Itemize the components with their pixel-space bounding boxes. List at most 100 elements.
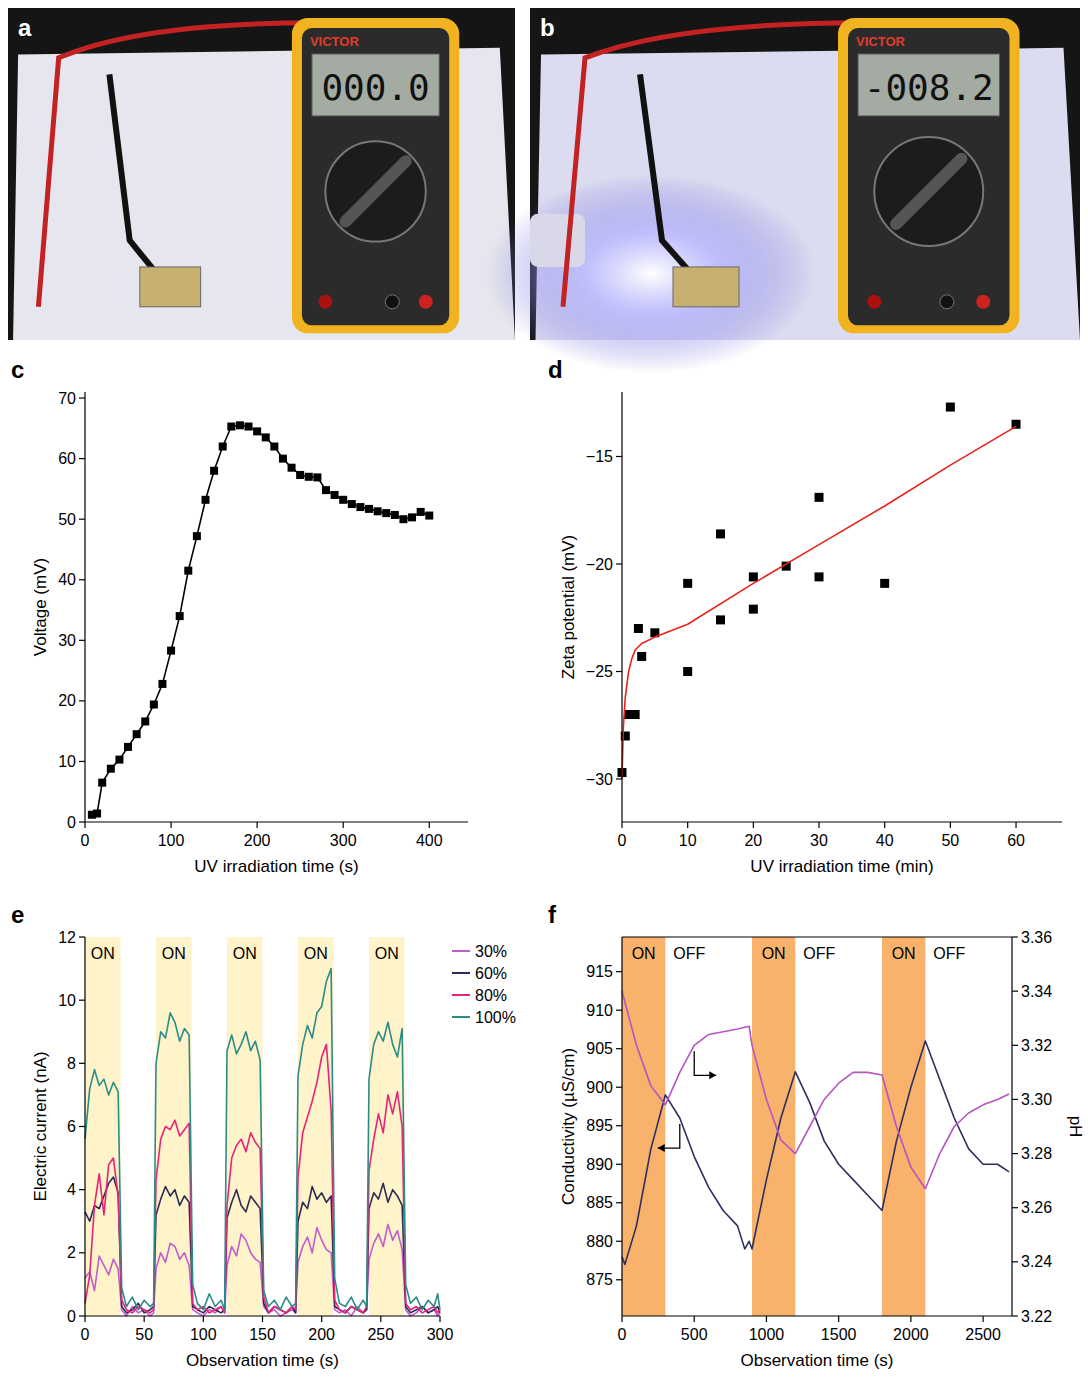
- photo-panel: VICTOR000.0a: [8, 8, 515, 340]
- region-label: OFF: [673, 945, 705, 962]
- region-label: ON: [762, 945, 786, 962]
- meter-body: [838, 18, 1020, 333]
- y-tick: [616, 1241, 622, 1242]
- data-point: [253, 427, 261, 435]
- regions: [622, 937, 925, 1316]
- y-tick-label: 12: [58, 929, 76, 946]
- x-tick-label: 400: [416, 832, 443, 849]
- x-tick-label: 2500: [965, 1326, 1001, 1343]
- x-tick: [439, 1316, 440, 1322]
- data-point: [141, 717, 149, 725]
- data-point: [382, 509, 390, 517]
- data-point: [201, 496, 209, 504]
- y-tick-label: 4: [67, 1181, 76, 1198]
- y-tick-label: 60: [58, 450, 76, 467]
- x-tick: [838, 1316, 839, 1322]
- y-tick-label: 885: [586, 1194, 613, 1211]
- panel-letter: a: [18, 14, 32, 41]
- x-tick: [144, 1316, 145, 1322]
- x-tick: [621, 1316, 622, 1322]
- x-tick-label: 50: [941, 832, 959, 849]
- data-point: [391, 511, 399, 519]
- y-tick: [616, 1125, 622, 1126]
- meter-jack: [385, 295, 399, 309]
- data-point: [322, 486, 330, 494]
- y2-axis-line: [1011, 937, 1012, 1316]
- data-point: [245, 423, 253, 431]
- data-point: [210, 467, 218, 475]
- meter-body: [292, 18, 459, 333]
- axis-arrow: [694, 1051, 716, 1075]
- photo-background: [8, 8, 515, 340]
- x-tick-label: 50: [135, 1326, 153, 1343]
- y-tick: [79, 1000, 85, 1001]
- series: [622, 991, 1009, 1189]
- data-point: [115, 756, 123, 764]
- y-tick-label: −25: [586, 663, 613, 680]
- y-tick-label: 875: [586, 1271, 613, 1288]
- sample: [140, 267, 201, 307]
- x-tick-label: 1000: [749, 1326, 785, 1343]
- y2-tick: [1012, 991, 1018, 992]
- y-tick-label: 2: [67, 1244, 76, 1261]
- data-point: [219, 443, 227, 451]
- x-tick: [321, 1316, 322, 1322]
- region-label: ON: [233, 945, 257, 962]
- y-tick: [616, 971, 622, 972]
- y-tick-label: 40: [58, 571, 76, 588]
- x-axis-title: Observation time (s): [186, 1351, 339, 1370]
- y-tick-label: 10: [58, 753, 76, 770]
- x-tick: [429, 822, 430, 828]
- legend-label: 30%: [475, 943, 507, 960]
- y2-tick: [1012, 1207, 1018, 1208]
- series: [88, 421, 433, 818]
- x-tick-label: 1500: [821, 1326, 857, 1343]
- y2-tick: [1012, 1261, 1018, 1262]
- x-tick: [910, 1316, 911, 1322]
- data-point: [631, 710, 640, 719]
- y-tick-label: −20: [586, 556, 613, 573]
- region-label: ON: [304, 945, 328, 962]
- y-tick-label: 910: [586, 1002, 613, 1019]
- y2-tick-label: 3.34: [1021, 983, 1052, 1000]
- x-tick-label: 60: [1007, 832, 1025, 849]
- y-tick-label: 6: [67, 1118, 76, 1135]
- y-tick-label: 905: [586, 1040, 613, 1057]
- series: [85, 969, 440, 1310]
- region-label: OFF: [803, 945, 835, 962]
- data-point: [683, 579, 692, 588]
- data-point: [815, 493, 824, 502]
- series-line: [92, 425, 429, 814]
- y-tick: [616, 778, 622, 779]
- data-point: [279, 455, 287, 463]
- meter-dial: [874, 137, 983, 246]
- meter-dial: [325, 141, 425, 241]
- y-tick-label: 895: [586, 1117, 613, 1134]
- data-point: [815, 572, 824, 581]
- chart-panel: eONONONONON050100150200250300024681012Ob…: [11, 901, 516, 1370]
- y-tick-label: 890: [586, 1156, 613, 1173]
- y-tick-label: 900: [586, 1079, 613, 1096]
- y2-tick-label: 3.22: [1021, 1308, 1052, 1325]
- y-tick-label: 50: [58, 511, 76, 528]
- plot-area: [622, 991, 1009, 1264]
- x-tick: [84, 822, 85, 828]
- data-point: [305, 473, 313, 481]
- plot-area: [85, 969, 440, 1316]
- legend-swatch: [452, 972, 470, 974]
- meter-jack: [867, 295, 881, 309]
- chart-panel: fONOFFONOFFONOFF050010001500200025008758…: [548, 901, 1085, 1370]
- x-tick: [753, 822, 754, 828]
- y-tick-label: 8: [67, 1055, 76, 1072]
- data-point: [236, 421, 244, 429]
- data-point: [296, 471, 304, 479]
- axes: 0500100015002000250087588088589089590090…: [559, 929, 1085, 1371]
- y-tick: [616, 1279, 622, 1280]
- data-point: [399, 515, 407, 523]
- data-point: [348, 500, 356, 508]
- y2-tick: [1012, 1099, 1018, 1100]
- series-line: [622, 1041, 1009, 1264]
- photo-panel: VICTOR-008.2b: [486, 8, 1080, 373]
- data-point: [313, 473, 321, 481]
- chart-panel: c0100200300400010203040506070UV irradiat…: [11, 356, 468, 876]
